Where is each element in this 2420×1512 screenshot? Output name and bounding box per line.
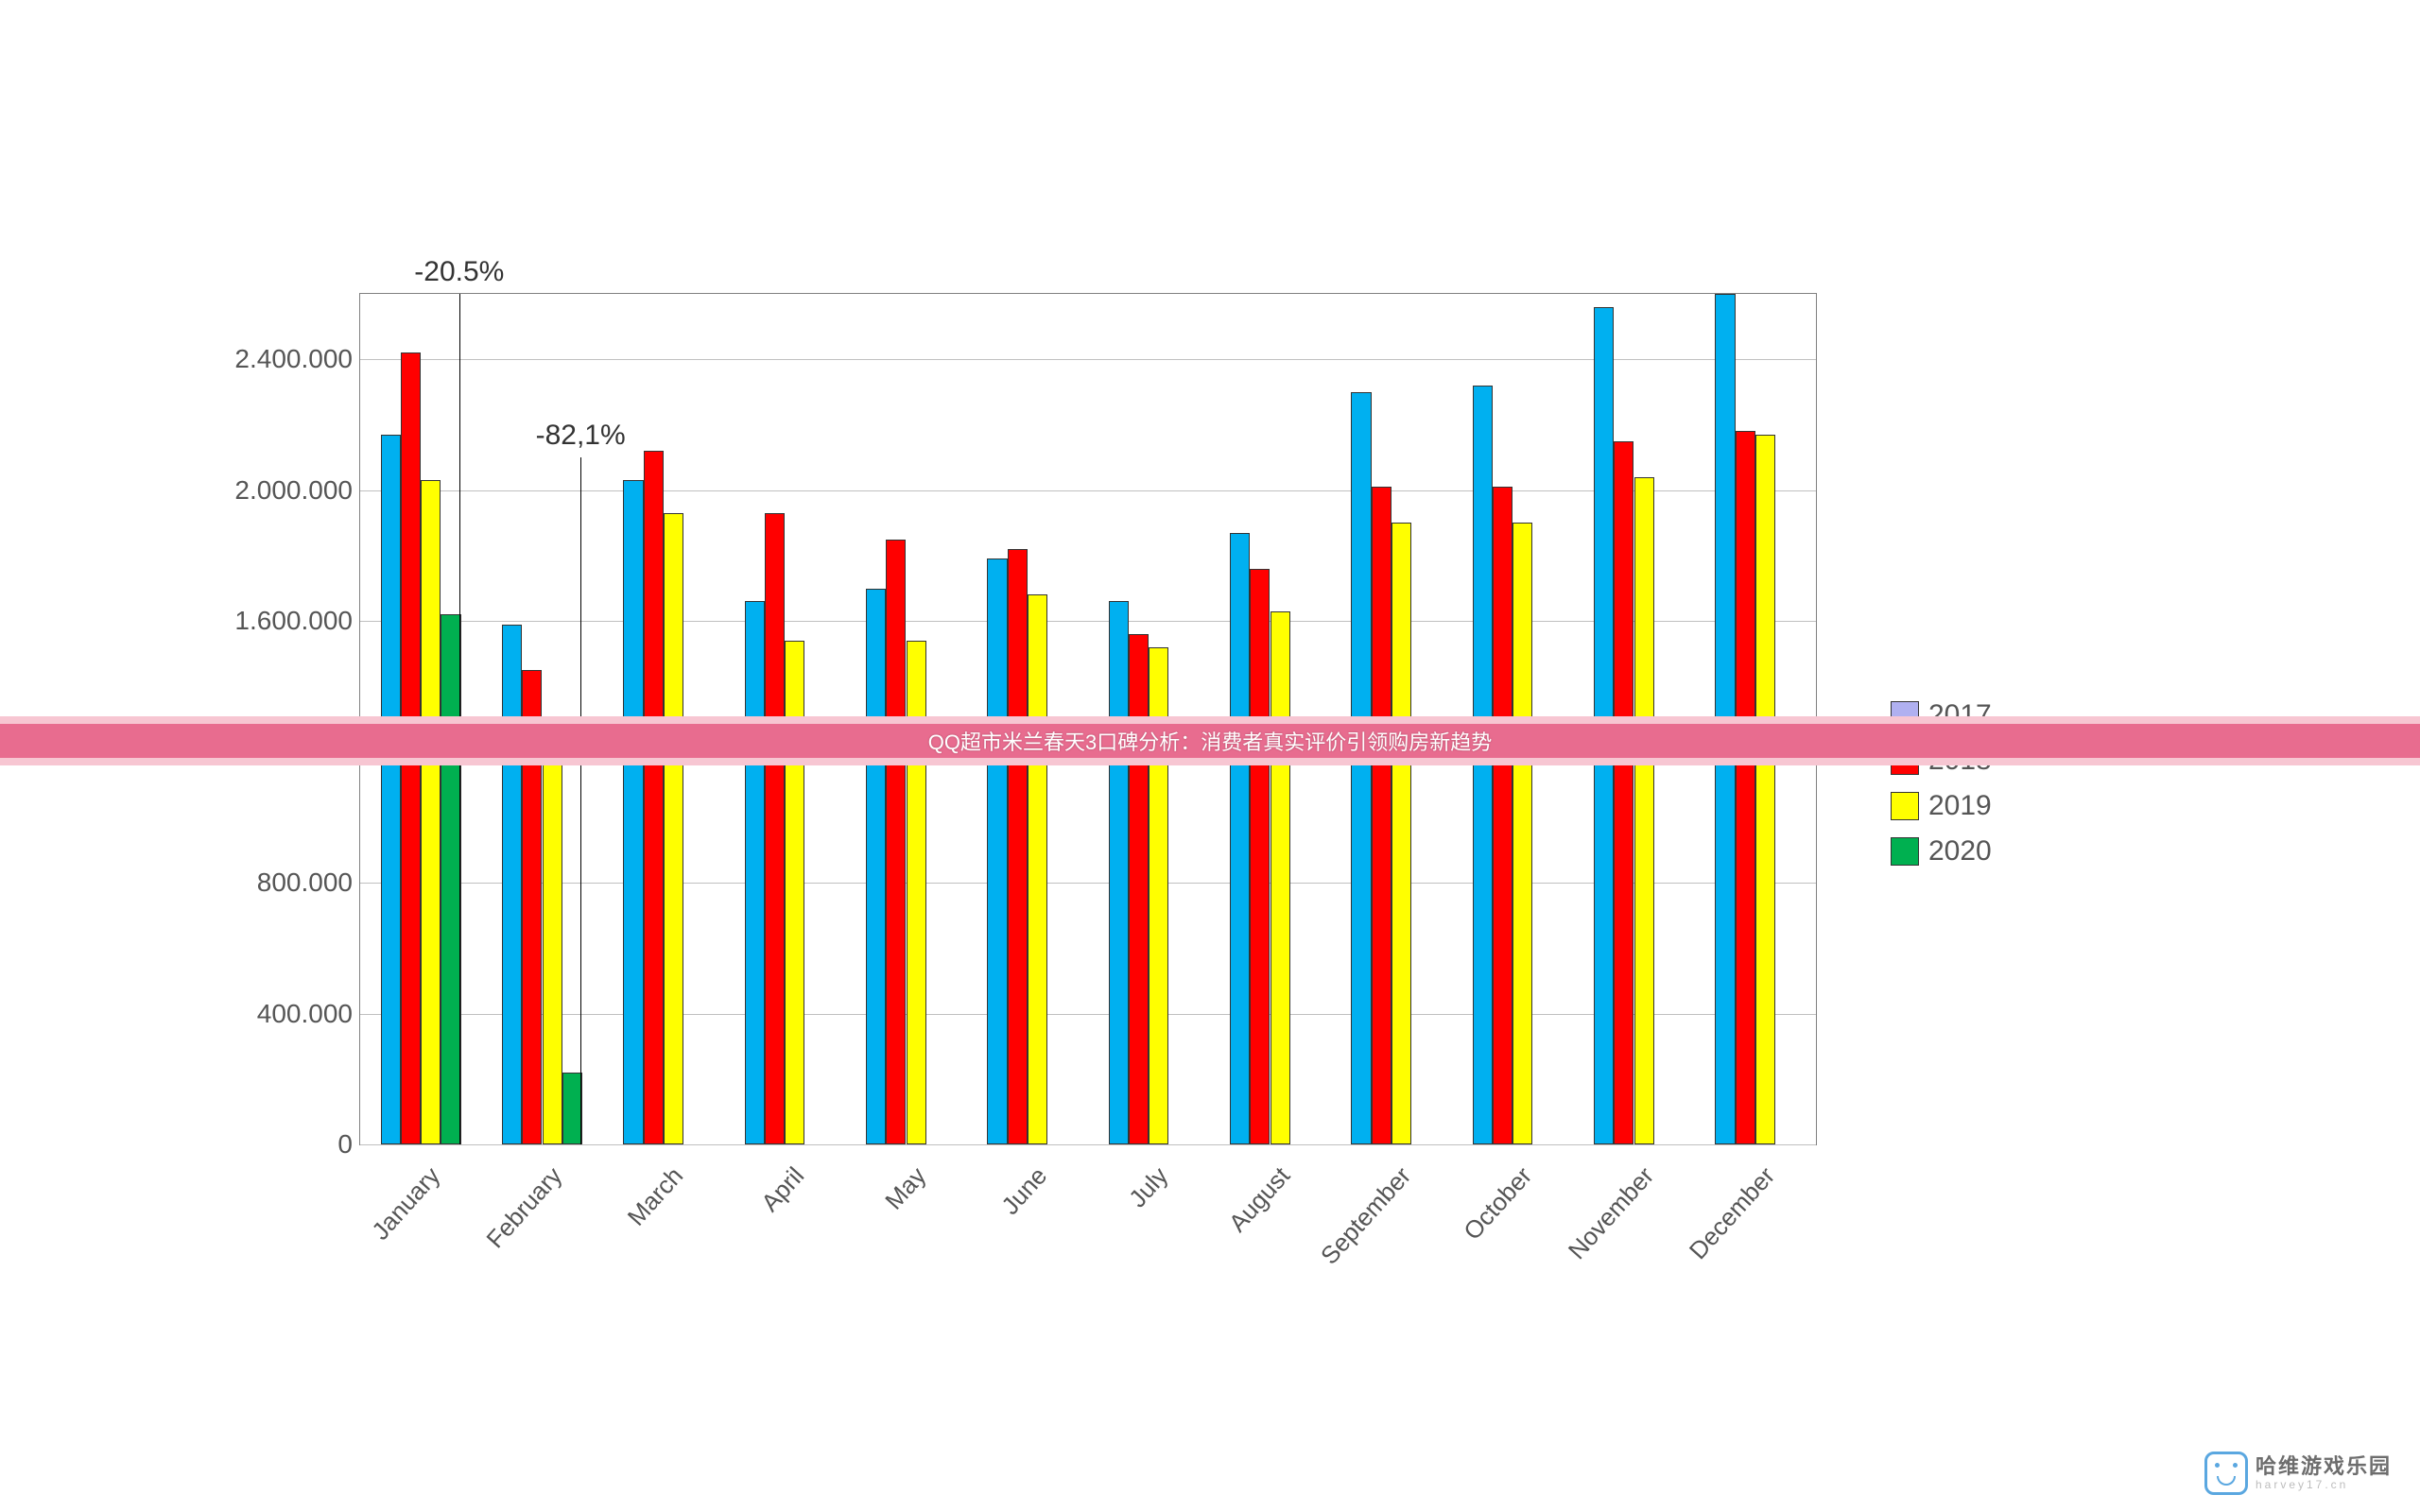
bar	[1250, 569, 1270, 1144]
legend-item: 2019	[1891, 790, 1992, 822]
y-tick-label: 400.000	[257, 999, 360, 1029]
bar	[987, 558, 1007, 1144]
watermark: 哈维游戏乐园 harvey17.cn	[2204, 1452, 2392, 1495]
bar	[745, 601, 765, 1144]
x-tick-label: October	[1458, 1161, 1538, 1246]
bar	[866, 589, 886, 1144]
x-tick-label: March	[621, 1161, 688, 1231]
watermark-title: 哈维游戏乐园	[2256, 1456, 2392, 1477]
bar	[765, 513, 785, 1144]
bar	[543, 746, 562, 1144]
x-tick-label: June	[995, 1161, 1053, 1221]
bar	[1351, 392, 1371, 1144]
x-tick-label: August	[1222, 1161, 1295, 1238]
bar	[381, 435, 401, 1144]
x-tick-label: February	[480, 1161, 568, 1254]
y-tick-label: 2.000.000	[234, 475, 360, 506]
x-tick-label: May	[879, 1161, 932, 1215]
bar	[502, 625, 522, 1144]
bar	[1614, 441, 1634, 1144]
x-tick-label: April	[755, 1161, 810, 1217]
bar	[1493, 487, 1512, 1144]
legend-item: 2020	[1891, 835, 1992, 868]
overlay-band-text: QQ超市米兰春天3口碑分析：消费者真实评价引领购房新趋势	[928, 726, 1492, 756]
x-tick-label: January	[366, 1161, 446, 1246]
bar	[1372, 487, 1392, 1144]
y-tick-label: 2.400.000	[234, 344, 360, 374]
bar	[644, 451, 664, 1144]
legend-swatch	[1891, 837, 1919, 866]
bar	[1634, 477, 1654, 1144]
legend-swatch	[1891, 792, 1919, 820]
watermark-subtitle: harvey17.cn	[2256, 1479, 2392, 1490]
x-tick-label: September	[1315, 1161, 1417, 1270]
watermark-mascot-icon	[2204, 1452, 2248, 1495]
bar	[1028, 594, 1047, 1144]
x-tick-label: November	[1562, 1161, 1659, 1265]
x-tick-label: July	[1123, 1161, 1174, 1213]
bar	[562, 1073, 582, 1144]
legend-label: 2020	[1928, 835, 1992, 868]
bar	[1129, 634, 1149, 1144]
annotation-line	[580, 457, 581, 1144]
bar	[441, 614, 460, 1144]
bar	[1755, 435, 1775, 1144]
grid-line	[360, 1144, 1816, 1145]
bar	[1109, 601, 1129, 1144]
bar	[421, 480, 441, 1144]
y-tick-label: 1.600.000	[234, 606, 360, 636]
x-tick-label: December	[1684, 1161, 1781, 1265]
bar	[1270, 611, 1290, 1144]
bar	[1392, 523, 1411, 1144]
y-tick-label: 800.000	[257, 868, 360, 898]
annotation-label: -20.5%	[414, 256, 504, 288]
bar	[664, 513, 683, 1144]
legend-label: 2019	[1928, 790, 1992, 822]
bar	[886, 540, 906, 1144]
y-tick-label: 0	[337, 1129, 360, 1160]
bar	[1736, 431, 1755, 1144]
bar	[1008, 549, 1028, 1144]
bar	[623, 480, 643, 1144]
bar	[1230, 533, 1250, 1144]
overlay-band-inner: QQ超市米兰春天3口碑分析：消费者真实评价引领购房新趋势	[0, 724, 2420, 758]
annotation-label: -82,1%	[536, 420, 626, 452]
bar	[1512, 523, 1532, 1144]
